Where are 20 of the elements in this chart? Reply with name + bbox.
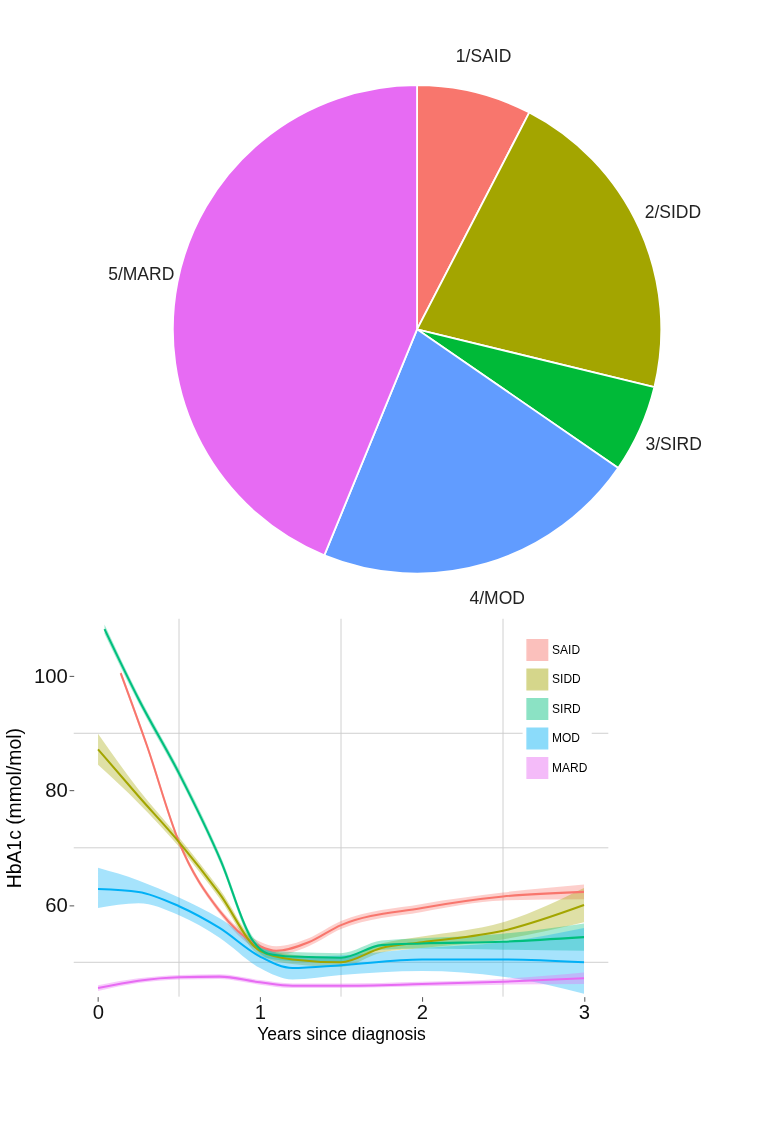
x-tick-label: 0 xyxy=(92,1001,105,1024)
line-series xyxy=(97,888,586,970)
y-tick-label: 60 xyxy=(45,893,68,916)
slice-label: 2/SIDD xyxy=(644,202,702,223)
slice-label: 1/SAID xyxy=(455,45,512,66)
slice-label: 3/SIRD xyxy=(645,433,702,454)
y-axis-title: HbA1c (mmol/mol) xyxy=(3,728,26,889)
legend-label: SIRD xyxy=(552,701,582,716)
x-tick-label: 3 xyxy=(578,1001,591,1024)
slice-label: 5/MARD xyxy=(108,264,175,285)
legend-label: MOD xyxy=(552,731,581,746)
x-tick-label: 2 xyxy=(416,1001,429,1024)
y-tick-label: 100 xyxy=(33,664,68,687)
x-tick-label: 1 xyxy=(254,1001,267,1024)
legend-label: SIDD xyxy=(552,672,582,687)
x-axis-title: Years since diagnosis xyxy=(257,1024,427,1045)
slice-label: 4/MOD xyxy=(469,588,525,609)
legend-label: MARD xyxy=(552,760,588,775)
legend-label: SAID xyxy=(552,642,581,657)
y-tick-label: 80 xyxy=(45,779,68,802)
